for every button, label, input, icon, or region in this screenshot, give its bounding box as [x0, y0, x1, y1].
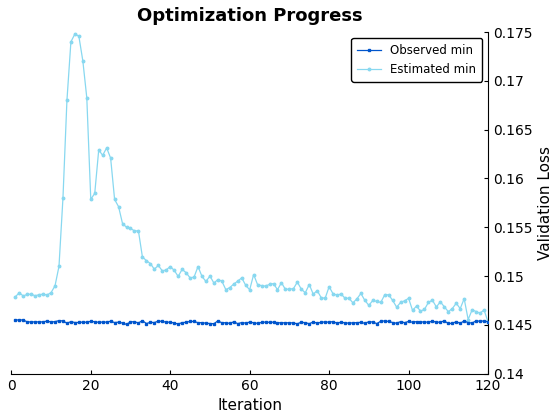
Observed min	[484, 319, 491, 324]
Legend: Observed min, Estimated min: Observed min, Estimated min	[351, 38, 482, 81]
Observed min	[278, 320, 285, 325]
Line: Observed min: Observed min	[14, 319, 489, 326]
Estimated min	[115, 204, 122, 209]
Estimated min	[278, 280, 285, 285]
Observed min	[12, 318, 18, 323]
Observed min	[123, 322, 130, 327]
Line: Estimated min: Estimated min	[14, 33, 489, 323]
Observed min	[473, 318, 479, 323]
Observed min	[143, 321, 150, 326]
Estimated min	[342, 296, 348, 301]
Estimated min	[389, 298, 396, 303]
Y-axis label: Validation Loss: Validation Loss	[538, 146, 553, 260]
Estimated min	[72, 32, 78, 37]
X-axis label: Iteration: Iteration	[217, 398, 282, 413]
Observed min	[389, 320, 396, 325]
Estimated min	[484, 320, 491, 325]
Observed min	[111, 320, 118, 325]
Title: Optimization Progress: Optimization Progress	[137, 7, 362, 25]
Observed min	[342, 320, 348, 326]
Estimated min	[143, 258, 150, 263]
Estimated min	[12, 294, 18, 299]
Estimated min	[473, 309, 479, 314]
